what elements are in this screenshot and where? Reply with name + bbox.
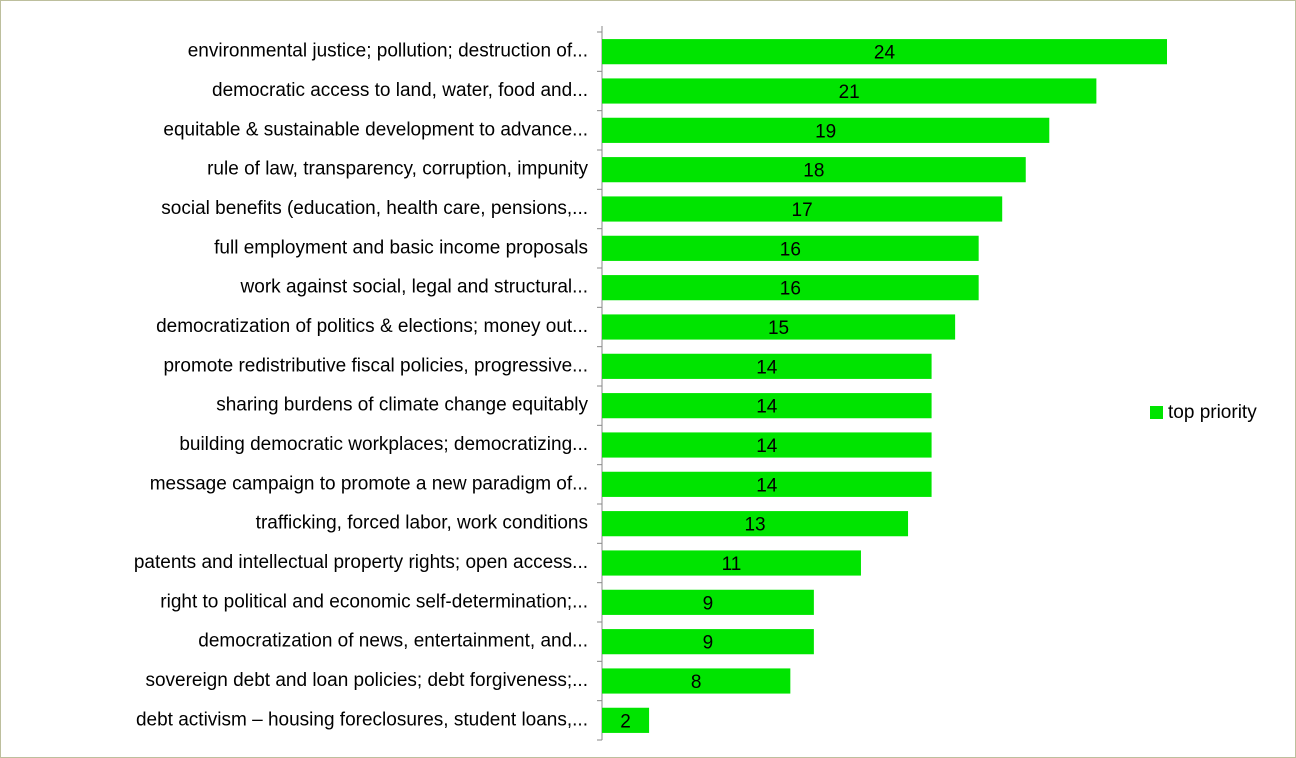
data-label: 13 xyxy=(744,515,765,536)
y-tick-label: trafficking, forced labor, work conditio… xyxy=(256,513,588,534)
y-tick-label: social benefits (education, health care,… xyxy=(161,198,588,219)
data-label: 11 xyxy=(722,554,742,575)
legend-swatch xyxy=(1150,406,1163,419)
data-label: 16 xyxy=(780,279,801,300)
bar xyxy=(602,314,956,340)
bar xyxy=(602,629,814,655)
data-label: 14 xyxy=(756,357,778,378)
data-label: 21 xyxy=(839,82,860,103)
y-tick-label: right to political and economic self-det… xyxy=(160,591,588,612)
y-tick-label: promote redistributive fiscal policies, … xyxy=(163,355,588,376)
bar xyxy=(602,393,932,419)
data-label: 18 xyxy=(803,161,824,182)
y-tick-label: message campaign to promote a new paradi… xyxy=(150,473,588,494)
data-label: 2 xyxy=(620,711,631,732)
bar xyxy=(602,550,861,576)
data-label: 14 xyxy=(756,397,778,418)
data-label: 9 xyxy=(703,633,714,654)
bar xyxy=(602,432,932,458)
data-label: 15 xyxy=(768,318,789,339)
y-tick-label: environmental justice; pollution; destru… xyxy=(188,41,588,62)
bar xyxy=(602,117,1050,143)
y-tick-label: rule of law, transparency, corruption, i… xyxy=(207,159,588,180)
bar xyxy=(602,196,1003,222)
y-tick-label: sharing burdens of climate change equita… xyxy=(216,395,588,416)
data-label: 24 xyxy=(874,43,896,64)
data-label: 19 xyxy=(815,121,836,142)
bar xyxy=(602,275,979,301)
y-tick-label: full employment and basic income proposa… xyxy=(214,237,588,258)
data-label: 8 xyxy=(691,672,702,693)
bar xyxy=(602,511,909,537)
bar xyxy=(602,157,1026,183)
y-tick-label: building democratic workplaces; democrat… xyxy=(179,434,588,455)
bar xyxy=(602,78,1097,104)
y-tick-label: work against social, legal and structura… xyxy=(240,277,588,298)
y-tick-label: patents and intellectual property rights… xyxy=(134,552,588,573)
y-tick-label: democratization of news, entertainment, … xyxy=(198,631,588,652)
legend-label: top priority xyxy=(1168,402,1257,423)
bar xyxy=(602,471,932,497)
y-tick-label: sovereign debt and loan policies; debt f… xyxy=(145,670,588,691)
bar xyxy=(602,39,1167,65)
data-label: 9 xyxy=(703,593,714,614)
y-tick-label: democratization of politics & elections;… xyxy=(156,316,588,337)
bar xyxy=(602,235,979,261)
data-label: 16 xyxy=(780,239,801,260)
data-label: 17 xyxy=(792,200,813,221)
y-tick-label: debt activism – housing foreclosures, st… xyxy=(136,709,588,730)
bar xyxy=(602,589,814,615)
bar xyxy=(602,668,791,694)
y-tick-label: equitable & sustainable development to a… xyxy=(163,119,588,140)
bar xyxy=(602,353,932,379)
bar xyxy=(602,707,650,733)
data-label: 14 xyxy=(756,475,778,496)
data-label: 14 xyxy=(756,436,778,457)
y-tick-label: democratic access to land, water, food a… xyxy=(212,80,588,101)
